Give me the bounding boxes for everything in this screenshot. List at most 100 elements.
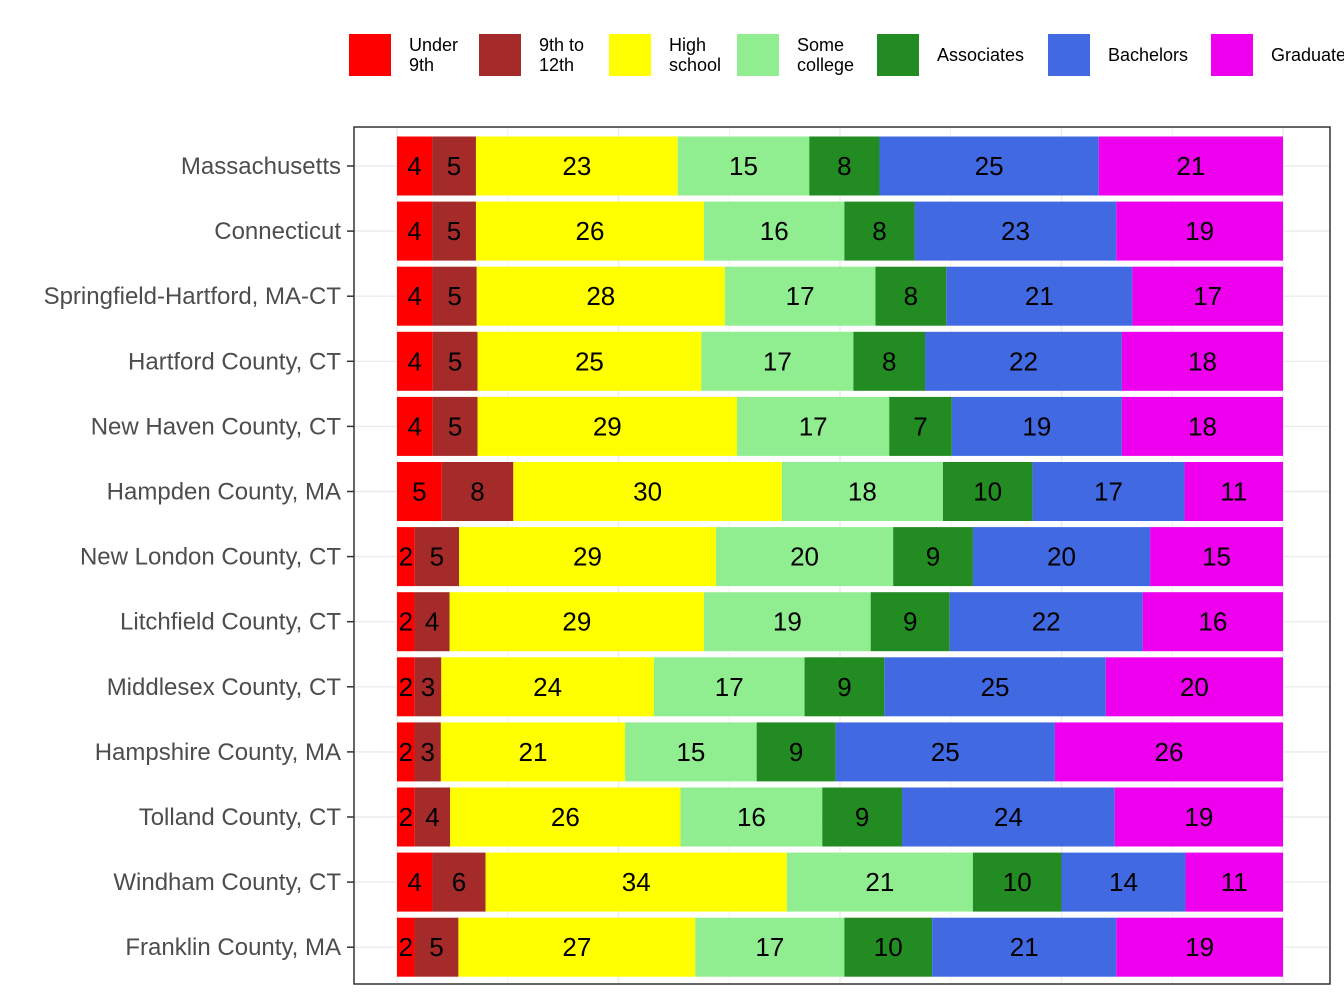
- bar-segment-high-school: [485, 852, 787, 912]
- data-label: 4: [407, 151, 421, 181]
- y-tick-label: Massachusetts: [181, 153, 341, 180]
- data-label: 10: [1003, 867, 1032, 897]
- bar-segment-associates: [875, 266, 947, 326]
- bar-segment-bachelors: [902, 787, 1115, 847]
- bar-row-connecticut: 4 5 26 16 8 23 19: [397, 201, 1283, 261]
- data-label: 2: [399, 932, 413, 962]
- bar-segment-high-school: [475, 136, 678, 196]
- bar-segment-associates: [942, 462, 1033, 521]
- data-label: 8: [470, 477, 484, 507]
- data-label: 22: [1009, 346, 1038, 376]
- legend-label: Graduate: [1271, 45, 1344, 65]
- y-axis: Massachusetts Connecticut Springfield-Hart…: [44, 153, 354, 961]
- bar-row-hartford-county-ct: 4 5 25 17 8 22 18: [397, 331, 1283, 391]
- bar-segment-bachelors: [835, 722, 1055, 782]
- bar-segment-graduate: [1121, 396, 1283, 456]
- data-label: 28: [586, 281, 615, 311]
- data-label: 5: [447, 151, 461, 181]
- data-label: 26: [551, 802, 580, 832]
- bar-segment-under-9th: [397, 657, 415, 717]
- bar-segment-9th-to-12th: [432, 201, 476, 261]
- legend-label: 9th to 12th: [539, 35, 584, 75]
- legend-label: Some college: [797, 35, 854, 75]
- data-label: 21: [1176, 151, 1205, 181]
- data-label: 4: [408, 411, 422, 441]
- bar-segment-graduate: [1185, 852, 1283, 912]
- data-label: 17: [1094, 477, 1123, 507]
- data-label: 2: [399, 672, 413, 702]
- data-label: 17: [715, 672, 744, 702]
- bar-segment-high-school: [450, 787, 681, 847]
- bar-row-springfield-hartford-ma-ct: 4 5 28 17 8 21 17: [397, 266, 1283, 326]
- bar-segment-graduate: [1121, 331, 1283, 391]
- bar-segment-some-college: [677, 136, 810, 196]
- bar-segment-9th-to-12th: [432, 852, 486, 912]
- data-label: 10: [874, 932, 903, 962]
- bar-segment-high-school: [476, 266, 725, 326]
- data-label: 5: [430, 542, 444, 572]
- data-label: 18: [848, 477, 877, 507]
- bar-segment-bachelors: [951, 396, 1122, 456]
- bars: 4 5 23 15 8 25 214 5 26 16 8 23 194 5 28 17 8 21 174 5 25 17 8…: [397, 136, 1283, 977]
- bar-segment-graduate: [1054, 722, 1283, 782]
- bar-segment-high-school: [458, 917, 696, 977]
- data-label: 17: [763, 346, 792, 376]
- legend-label: Under 9th: [409, 35, 458, 75]
- bar-segment-some-college: [704, 201, 845, 261]
- data-label: 20: [1180, 672, 1209, 702]
- data-label: 4: [407, 867, 421, 897]
- data-label: 17: [786, 281, 815, 311]
- data-label: 20: [790, 542, 819, 572]
- bar-segment-high-school: [475, 201, 705, 261]
- legend-item-high-school: High school: [609, 34, 721, 76]
- data-label: 30: [633, 477, 662, 507]
- data-label: 23: [562, 151, 591, 181]
- bar-segment-associates: [893, 527, 973, 587]
- bar-segment-bachelors: [946, 266, 1133, 326]
- bar-segment-high-school: [477, 396, 738, 456]
- bar-segment-graduate: [1116, 917, 1283, 977]
- legend-key: [877, 34, 919, 76]
- bar-row-litchfield-county-ct: 2 4 29 19 9 22 16: [397, 592, 1283, 652]
- data-label: 21: [1010, 932, 1039, 962]
- bar-segment-9th-to-12th: [432, 396, 478, 456]
- bar-segment-under-9th: [397, 136, 433, 196]
- data-label: 4: [425, 607, 439, 637]
- bar-segment-high-school: [513, 462, 782, 521]
- data-label: 18: [1188, 411, 1217, 441]
- data-label: 25: [575, 346, 604, 376]
- data-label: 3: [420, 737, 434, 767]
- bar-segment-under-9th: [397, 266, 433, 326]
- legend: Under 9th 9th to 12th High school Some college A…: [349, 34, 1344, 76]
- bar-segment-some-college: [701, 331, 854, 391]
- data-label: 4: [407, 216, 421, 246]
- bar-segment-9th-to-12th: [414, 722, 441, 782]
- data-label: 15: [676, 737, 705, 767]
- bar-row-tolland-county-ct: 2 4 26 16 9 24 19: [397, 787, 1283, 847]
- data-label: 25: [931, 737, 960, 767]
- bar-row-hampden-county-ma: 5 8 30 18 10 17 11: [397, 462, 1283, 521]
- legend-label: Bachelors: [1108, 45, 1188, 65]
- legend-key: [479, 34, 521, 76]
- y-tick-label: Windham County, CT: [113, 869, 341, 896]
- bar-segment-9th-to-12th: [432, 331, 478, 391]
- bar-segment-associates: [844, 917, 933, 977]
- data-label: 16: [737, 802, 766, 832]
- bar-segment-9th-to-12th: [432, 136, 476, 196]
- data-label: 4: [425, 802, 439, 832]
- data-label: 9: [903, 607, 917, 637]
- data-label: 17: [755, 932, 784, 962]
- data-label: 5: [448, 411, 462, 441]
- data-label: 9: [926, 542, 940, 572]
- bar-segment-associates: [870, 592, 950, 652]
- y-tick-label: New Haven County, CT: [91, 413, 342, 440]
- data-label: 18: [1188, 346, 1217, 376]
- bar-segment-bachelors: [1032, 462, 1185, 521]
- y-tick-label: Hartford County, CT: [128, 348, 341, 375]
- y-tick-label: Hampden County, MA: [107, 479, 341, 506]
- data-label: 5: [448, 346, 462, 376]
- bar-segment-associates: [844, 201, 915, 261]
- bar-segment-bachelors: [879, 136, 1099, 196]
- data-label: 5: [429, 932, 443, 962]
- data-label: 19: [1184, 802, 1213, 832]
